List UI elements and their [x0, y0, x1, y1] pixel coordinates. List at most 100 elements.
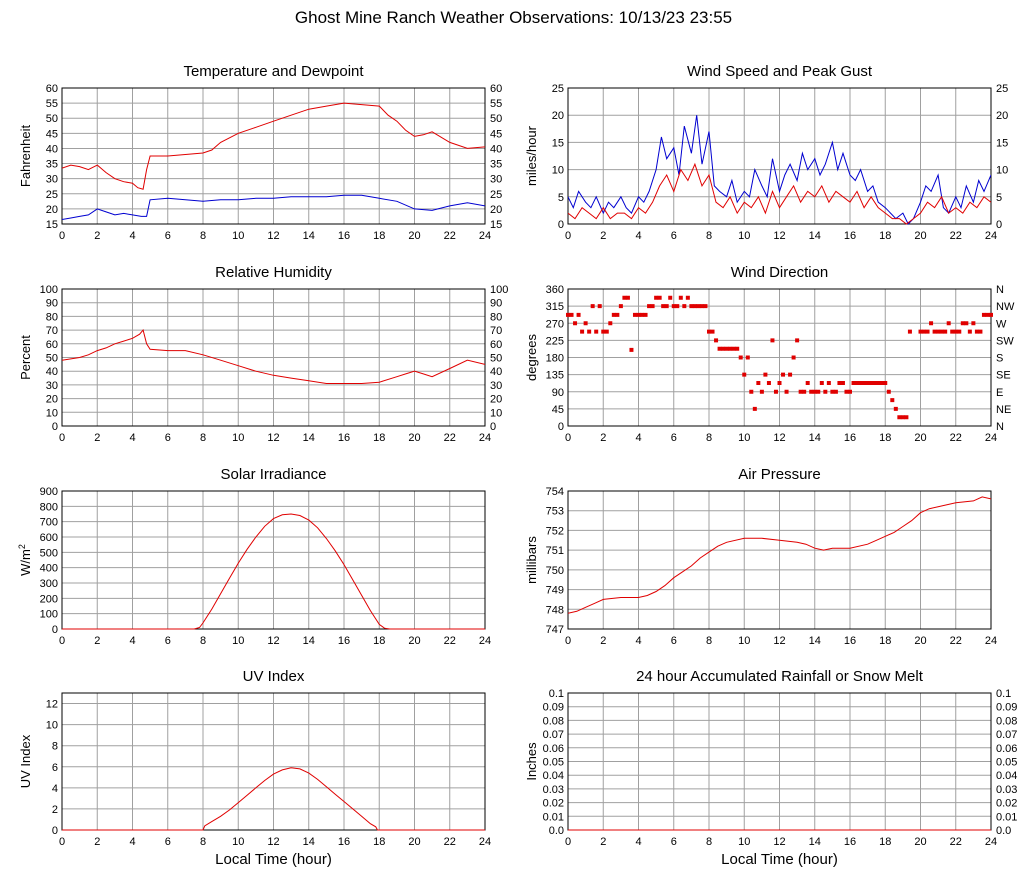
x-tick-label: 2	[600, 635, 606, 647]
right-tick-label: 25	[490, 189, 502, 201]
data-point	[763, 372, 768, 377]
data-point	[773, 389, 778, 394]
x-tick-label: 18	[373, 230, 385, 242]
x-tick-label: 16	[844, 432, 856, 444]
y-tick-label: 753	[546, 506, 564, 518]
y-tick-label: 500	[40, 547, 58, 559]
x-tick-label: 14	[809, 635, 821, 647]
data-point	[770, 338, 775, 343]
x-tick-label: 6	[671, 432, 677, 444]
data-point	[766, 380, 771, 385]
x-tick-label: 14	[809, 836, 821, 848]
solar-series-line-0	[62, 513, 485, 630]
right-tick-label: 60	[490, 83, 502, 95]
x-tick-label: 18	[373, 432, 385, 444]
x-tick-label: 6	[165, 230, 171, 242]
y-tick-label: 748	[546, 604, 564, 616]
y-tick-label: 0.01	[543, 811, 564, 823]
data-point	[819, 380, 824, 385]
data-point	[622, 295, 627, 300]
data-point	[858, 380, 863, 385]
x-tick-label: 22	[950, 230, 962, 242]
x-tick-label: 24	[479, 836, 491, 848]
data-point	[608, 321, 613, 326]
pressure-title: Air Pressure	[738, 466, 821, 483]
x-tick-label: 4	[635, 635, 641, 647]
x-tick-label: 20	[914, 635, 926, 647]
data-point	[647, 304, 652, 309]
right-tick-label: 30	[490, 380, 502, 392]
right-tick-label: 5	[996, 192, 1002, 204]
x-tick-label: 20	[914, 836, 926, 848]
y-tick-label: 0.1	[549, 688, 564, 700]
data-point	[738, 355, 743, 360]
right-tick-label: 10	[490, 407, 502, 419]
x-tick-label: 14	[303, 836, 315, 848]
data-point	[654, 295, 659, 300]
x-tick-label: 2	[94, 836, 100, 848]
data-point	[583, 321, 588, 326]
x-tick-label: 8	[706, 635, 712, 647]
y-tick-label: 70	[46, 325, 58, 337]
right-tick-label: N	[996, 284, 1004, 296]
x-tick-label: 0	[59, 230, 65, 242]
data-point	[696, 304, 701, 309]
data-point	[749, 389, 754, 394]
data-point	[735, 346, 740, 351]
data-point	[950, 329, 955, 334]
x-tick-label: 16	[844, 836, 856, 848]
data-point	[573, 321, 578, 326]
data-point	[707, 329, 711, 334]
data-point	[802, 389, 807, 394]
right-tick-label: 10	[996, 165, 1008, 177]
y-tick-label: 45	[46, 128, 58, 140]
right-tick-label: 20	[490, 394, 502, 406]
data-point	[974, 329, 979, 334]
data-point	[781, 372, 786, 377]
x-tick-label: 4	[129, 836, 135, 848]
x-tick-label: 16	[338, 836, 350, 848]
data-point	[721, 346, 726, 351]
solar-frame	[61, 490, 486, 630]
humidity-title: Relative Humidity	[215, 264, 332, 281]
data-point	[625, 295, 630, 300]
data-point	[699, 304, 704, 309]
y-tick-label: 30	[46, 174, 58, 186]
data-point	[890, 398, 895, 403]
x-tick-label: 4	[635, 432, 641, 444]
y-tick-label: 0	[558, 219, 564, 231]
x-tick-label: 0	[565, 836, 571, 848]
x-tick-label: 20	[914, 432, 926, 444]
y-tick-label: 315	[546, 301, 564, 313]
x-tick-label: 10	[738, 230, 750, 242]
wind-speed-frame	[567, 87, 992, 225]
right-tick-label: 0.01	[996, 811, 1017, 823]
data-point	[615, 312, 620, 317]
data-point	[869, 380, 874, 385]
right-tick-label: 0	[490, 421, 496, 433]
y-tick-label: 754	[546, 486, 564, 498]
x-tick-label: 18	[373, 635, 385, 647]
data-point	[678, 295, 683, 300]
y-tick-label: 10	[46, 407, 58, 419]
y-tick-label: 180	[546, 353, 564, 365]
y-tick-label: 4	[52, 783, 58, 795]
pressure-series-line-0	[568, 496, 991, 614]
x-tick-label: 8	[200, 836, 206, 848]
y-tick-label: 12	[46, 699, 58, 711]
data-point	[587, 329, 592, 334]
data-point	[929, 321, 934, 326]
wind-direction-ylabel: degrees	[524, 334, 539, 381]
data-point	[830, 389, 835, 394]
right-tick-label: 45	[490, 128, 502, 140]
right-tick-label: 0.08	[996, 715, 1017, 727]
y-tick-label: 400	[40, 563, 58, 575]
data-point	[640, 312, 645, 317]
y-tick-label: 50	[46, 113, 58, 125]
data-point	[837, 380, 842, 385]
y-tick-label: 10	[552, 165, 564, 177]
x-tick-label: 24	[985, 432, 997, 444]
y-tick-label: 225	[546, 335, 564, 347]
y-tick-label: 800	[40, 501, 58, 513]
x-tick-label: 18	[879, 635, 891, 647]
